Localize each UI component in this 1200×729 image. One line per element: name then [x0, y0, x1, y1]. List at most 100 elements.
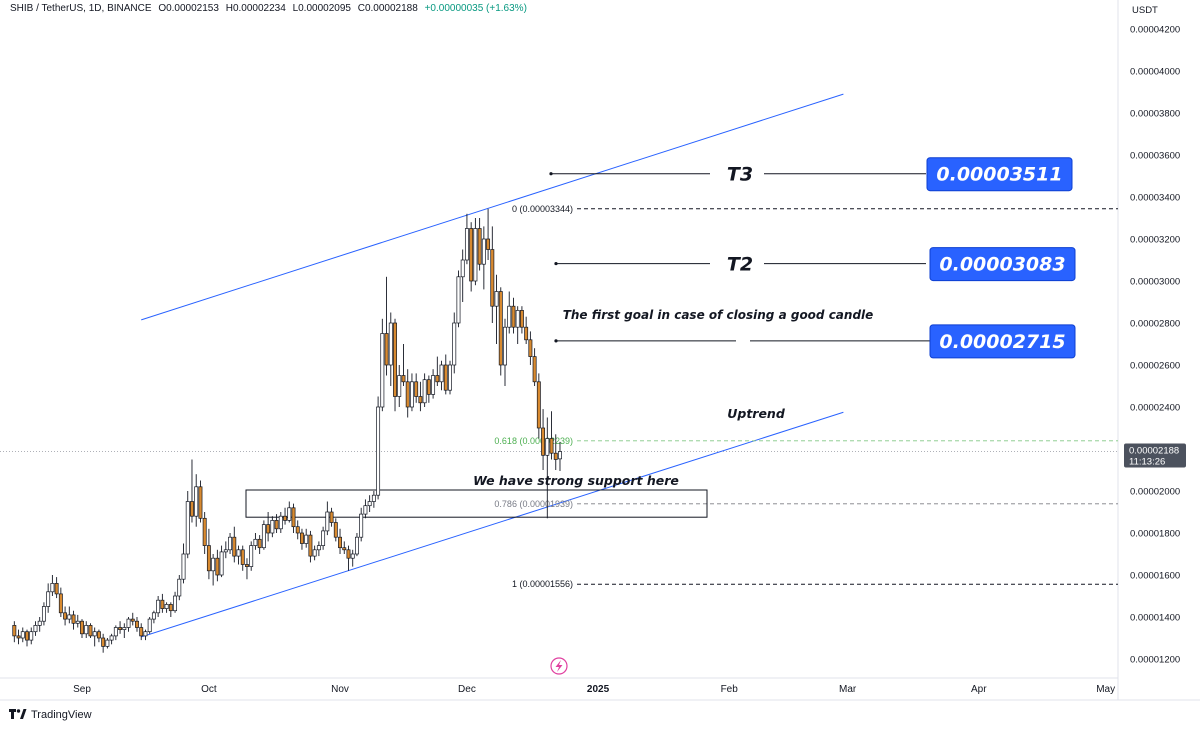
candle-body-up	[261, 524, 266, 549]
t2-value: 0.00003083	[939, 254, 1065, 276]
candle-body-down	[71, 614, 76, 624]
candle	[355, 533, 359, 557]
candle-body-up	[409, 381, 414, 408]
support-annotation: We have strong support here	[473, 473, 679, 488]
t3-value-box[interactable]	[926, 157, 1073, 192]
candle	[388, 312, 393, 386]
candle	[338, 528, 342, 554]
candle-body-up	[41, 606, 46, 622]
candle	[494, 274, 499, 344]
candle-body-down	[524, 326, 529, 341]
x-tick-label: Apr	[971, 684, 987, 695]
candle-body-up	[270, 520, 275, 534]
candle-body-down	[283, 515, 287, 521]
candle-body-up	[126, 618, 131, 628]
candle	[422, 373, 427, 407]
t1-value: 0.00002715	[939, 331, 1065, 353]
tradingview-logo[interactable]: TradingView	[9, 708, 92, 722]
candle	[88, 623, 93, 638]
candle	[393, 318, 397, 412]
candle-body-down	[58, 593, 63, 614]
candle	[71, 610, 76, 630]
candle	[109, 633, 114, 645]
candle-body-up	[422, 379, 427, 404]
candle-body-down	[541, 427, 546, 456]
candle-body-down	[96, 631, 101, 639]
candle	[20, 627, 25, 643]
candle	[190, 459, 194, 523]
candle-body-down	[118, 627, 123, 630]
candle	[363, 499, 368, 519]
lightning-event-icon[interactable]	[550, 657, 568, 675]
candle	[342, 541, 347, 554]
candle	[126, 617, 131, 632]
candle-body-up	[151, 612, 156, 620]
candle-body-down	[12, 625, 17, 637]
goal-annotation: The first goal in case of closing a good…	[563, 308, 874, 322]
candle-body-up	[278, 515, 283, 530]
candle-body-down	[215, 557, 220, 576]
candle	[160, 593, 165, 613]
x-tick-label: Nov	[331, 684, 349, 695]
channel-upper-line[interactable]	[141, 93, 844, 321]
candle-body-up	[515, 310, 520, 328]
candle	[164, 602, 169, 613]
candle-body-up	[312, 549, 317, 557]
candle-body-up	[325, 511, 330, 532]
x-tick-label: Mar	[839, 684, 857, 695]
candle	[384, 276, 389, 376]
candle	[96, 629, 101, 643]
candle	[380, 318, 385, 412]
candle	[519, 306, 524, 334]
candle-body-up	[177, 578, 182, 597]
y-tick-label: 0.00003800	[1130, 109, 1180, 120]
candle	[168, 602, 173, 617]
candle	[92, 627, 97, 647]
candle	[46, 583, 51, 613]
candle	[536, 373, 541, 439]
candle	[274, 514, 279, 533]
candle	[181, 543, 186, 584]
candle	[549, 411, 554, 460]
candle-body-down	[308, 534, 313, 557]
candle-body-down	[426, 379, 431, 395]
candle-body-up	[456, 276, 461, 324]
candle	[469, 222, 474, 292]
candle-body-up	[367, 501, 372, 507]
y-tick-label: 0.00002600	[1130, 361, 1180, 372]
candle-body-up	[359, 513, 364, 538]
candle-body-down	[139, 627, 144, 637]
x-tick-label: Oct	[201, 684, 217, 695]
t2-value-box[interactable]	[929, 247, 1076, 282]
candle-body-down	[266, 524, 271, 534]
candle	[308, 530, 313, 563]
candle	[498, 287, 503, 376]
candle-body-down	[135, 620, 139, 628]
candle-body-up	[371, 494, 376, 502]
candle	[401, 344, 406, 386]
candle	[185, 491, 190, 559]
t1-value-box[interactable]	[929, 324, 1076, 359]
candle-body-up	[92, 631, 97, 637]
candle-body-down	[245, 564, 249, 567]
candle	[261, 520, 266, 550]
candle-body-up	[388, 322, 393, 366]
candle-body-up	[304, 534, 309, 544]
candle	[58, 587, 63, 617]
candle-body-down	[435, 375, 440, 383]
candle	[312, 545, 317, 561]
candle	[249, 541, 254, 571]
candle-body-up	[236, 549, 241, 557]
candle-body-up	[122, 627, 127, 630]
channel-lower-line[interactable]	[141, 411, 844, 638]
candle-body-up	[397, 375, 402, 397]
candle-body-down	[190, 501, 194, 517]
candle-body-up	[105, 639, 110, 647]
candle	[524, 316, 529, 344]
candle	[54, 577, 59, 599]
support-zone-box[interactable]	[245, 489, 708, 518]
candle	[177, 575, 182, 601]
y-tick-label: 0.00002800	[1130, 319, 1180, 330]
candle-body-up	[194, 486, 199, 517]
